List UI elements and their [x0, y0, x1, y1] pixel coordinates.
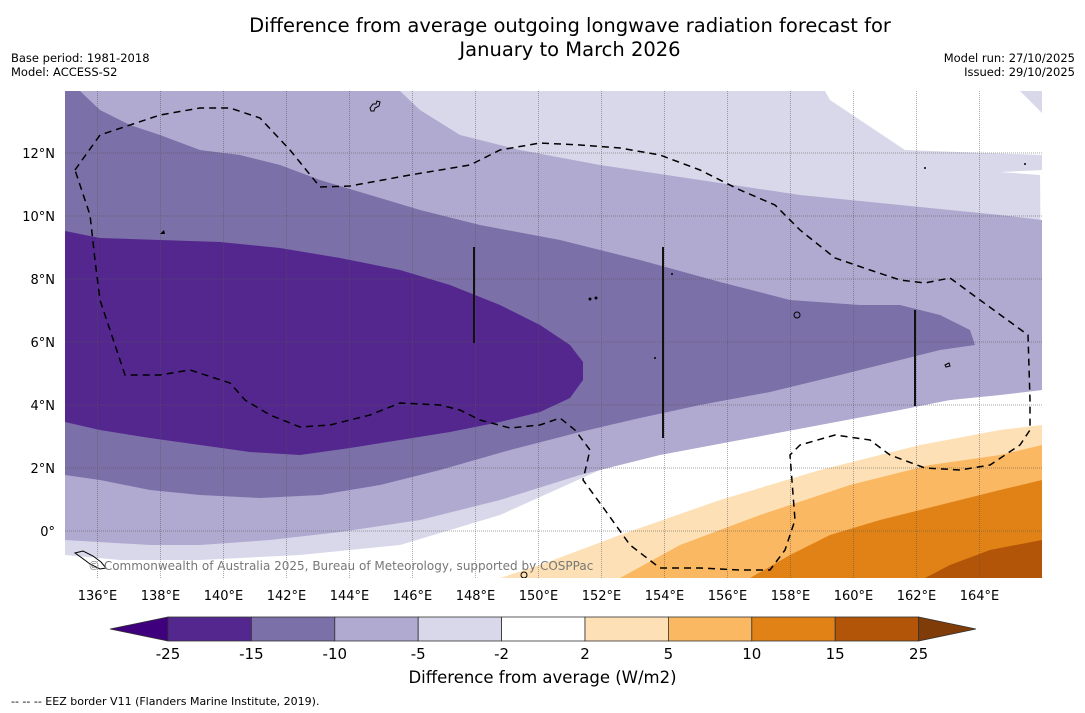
lat-tick-label: 0° [40, 525, 55, 540]
issued-date: Issued: 29/10/2025 [964, 65, 1075, 79]
longitude-axis-labels: 136°E 138°E 140°E 142°E 144°E 146°E 148°E 150°E… [78, 589, 1000, 604]
lat-tick-label: 4°N [31, 399, 56, 414]
island-south [520, 571, 528, 578]
island-guam [369, 100, 381, 112]
colorbar-tick-label: -2 [494, 645, 509, 663]
island-new-guinea-coast [73, 550, 107, 570]
lat-tick-label: 2°N [31, 462, 56, 477]
meta-right: Model run: 27/10/2025 Issued: 29/10/2025 [944, 51, 1075, 79]
island-atoll-3 [1024, 163, 1026, 165]
lon-tick-label: 162°E [897, 589, 937, 604]
map-area: © Commonwealth of Australia 2025, Bureau… [65, 91, 1042, 578]
colorbar-segment [834, 616, 920, 642]
colorbar-tick-label: 2 [580, 645, 590, 663]
contour-plus10-to-plus15 [750, 480, 1042, 578]
chart-title: Difference from average outgoing longwav… [0, 14, 1085, 62]
colorbar-extend-min [109, 616, 169, 642]
eez-border-palau-fsm [74, 107, 1031, 571]
lon-tick-label: 146°E [393, 589, 433, 604]
lon-tick-label: 158°E [771, 589, 811, 604]
lat-tick-label: 6°N [31, 336, 56, 351]
island-atoll-2 [671, 273, 673, 275]
lon-tick-label: 148°E [456, 589, 496, 604]
lon-tick-label: 164°E [960, 589, 1000, 604]
title-line-1: Difference from average outgoing longwav… [249, 14, 891, 37]
eez-legend-note: -- -- -- EEZ border V11 (Flanders Marine… [11, 695, 320, 708]
colorbar-tick-label: 10 [742, 645, 761, 663]
colorbar-tick-label: -25 [156, 645, 181, 663]
lat-tick-label: 12°N [22, 147, 55, 162]
colorbar-tick-label: 15 [826, 645, 845, 663]
base-period: Base period: 1981-2018 [11, 51, 150, 65]
island-pohnpei [793, 311, 801, 319]
colorbar-title: Difference from average (W/m2) [408, 668, 677, 687]
colorbar-tick-label: -10 [323, 645, 348, 663]
colorbar-segment [250, 616, 336, 642]
colorbar: -25 -15 -10 -5 -2 2 5 10 15 25 [109, 616, 977, 663]
lon-tick-label: 152°E [582, 589, 622, 604]
colorbar-segment [167, 616, 252, 642]
lon-tick-label: 154°E [645, 589, 685, 604]
latitude-axis-labels: 12°N 10°N 8°N 6°N 4°N 2°N 0° [22, 147, 55, 540]
lon-tick-label: 138°E [141, 589, 181, 604]
colorbar-segment [334, 616, 419, 642]
title-line-2: January to March 2026 [459, 38, 681, 61]
colorbar-tick-label: -15 [239, 645, 264, 663]
colorbar-segment [417, 616, 503, 642]
model-run: Model run: 27/10/2025 [943, 51, 1075, 65]
colorbar-tick-label: 25 [909, 645, 928, 663]
colorbar-segment [751, 616, 836, 642]
colorbar-segment [501, 616, 586, 642]
island-chuuk [588, 297, 592, 301]
colorbar-segment [584, 616, 669, 642]
colorbar-extend-max [918, 616, 977, 642]
island-kosrae [944, 362, 951, 368]
lon-tick-label: 156°E [708, 589, 748, 604]
island-chuuk-2 [594, 296, 598, 300]
lon-tick-label: 150°E [519, 589, 559, 604]
lon-tick-label: 136°E [78, 589, 118, 604]
lat-tick-label: 10°N [22, 210, 55, 225]
copyright-text: © Commonwealth of Australia 2025, Bureau… [88, 559, 593, 573]
latitude-gridlines [65, 152, 1042, 532]
contour-minus25-to-minus15 [65, 231, 583, 455]
island-atoll-4 [924, 167, 926, 169]
lon-tick-label: 144°E [330, 589, 370, 604]
colorbar-tick-label: 5 [664, 645, 674, 663]
island-atoll [654, 357, 656, 359]
colorbar-tick-label: -5 [411, 645, 426, 663]
meta-left: Base period: 1981-2018 Model: ACCESS-S2 [11, 51, 150, 79]
lon-tick-label: 142°E [267, 589, 307, 604]
lon-tick-label: 160°E [834, 589, 874, 604]
model-name: Model: ACCESS-S2 [11, 65, 118, 79]
lat-tick-label: 8°N [31, 273, 56, 288]
lon-tick-label: 140°E [204, 589, 244, 604]
contour-plus15-to-plus25 [925, 540, 1042, 578]
island-yap [160, 230, 165, 234]
colorbar-segment [668, 616, 753, 642]
